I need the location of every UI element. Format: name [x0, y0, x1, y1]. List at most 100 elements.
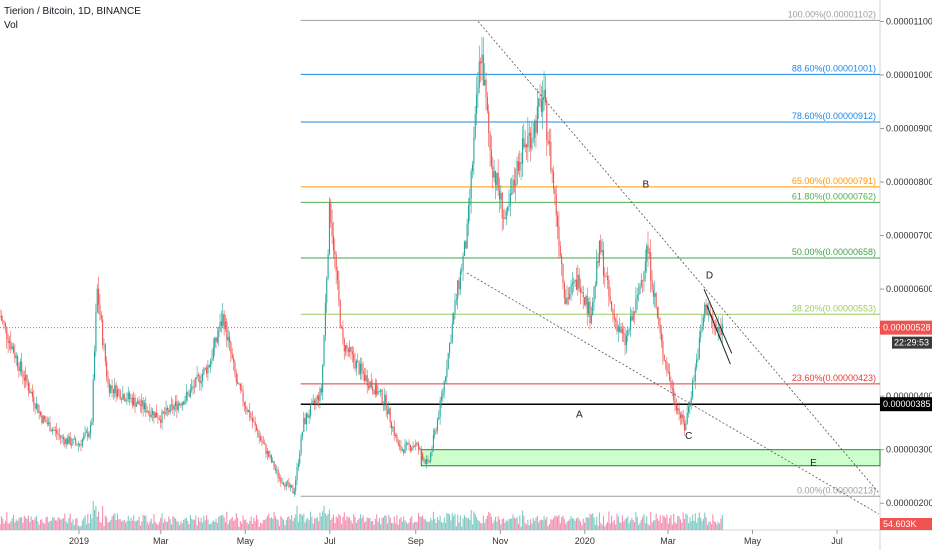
volume-bar	[108, 521, 110, 530]
fib-level-label: 38.20%(0.00000553)	[792, 303, 876, 313]
volume-bar	[597, 525, 599, 530]
volume-bar	[546, 516, 548, 530]
volume-bar	[64, 513, 66, 530]
volume-bar	[428, 521, 430, 530]
candle-body	[542, 98, 544, 113]
volume-bar	[720, 518, 722, 530]
volume-bar	[121, 521, 123, 530]
volume-bar	[584, 522, 586, 530]
volume-bar	[563, 519, 565, 530]
candle-body	[287, 481, 289, 483]
volume-bar	[322, 511, 324, 530]
candle-body	[264, 443, 266, 445]
candle-body	[700, 331, 702, 338]
volume-bar	[470, 509, 472, 530]
fib-level-label: 50.00%(0.00000658)	[792, 247, 876, 257]
volume-bar	[77, 525, 79, 530]
candle-body	[412, 446, 414, 448]
volume-bar	[389, 517, 391, 530]
candle-body	[399, 444, 401, 447]
volume-bar	[693, 520, 695, 530]
volume-bar	[683, 519, 686, 530]
volume-bar	[561, 517, 563, 530]
candle-body	[620, 328, 622, 333]
volume-bar	[515, 518, 517, 530]
volume-bar	[589, 513, 591, 530]
candle-body	[199, 375, 201, 384]
candle-body	[138, 400, 140, 406]
volume-bar	[311, 516, 313, 530]
volume-bar	[169, 519, 171, 530]
volume-bar	[658, 520, 660, 530]
candle-body	[520, 162, 522, 164]
volume-bar	[208, 524, 210, 530]
x-tick-label: 2019	[69, 536, 89, 546]
candle-body	[58, 434, 60, 436]
candle-body	[609, 296, 611, 302]
volume-bar	[189, 515, 191, 530]
candle-body	[463, 241, 465, 256]
volume-bar	[577, 517, 579, 530]
volume-bar	[264, 520, 266, 530]
candle-body	[378, 391, 380, 393]
volume-bar	[161, 513, 163, 530]
volume-bar	[482, 515, 484, 530]
chart-title: Tierion / Bitcoin, 1D, BINANCE	[4, 6, 141, 17]
candle-body	[268, 451, 270, 457]
volume-bar	[659, 515, 661, 530]
candle-body	[470, 171, 472, 199]
candle-body	[312, 400, 314, 403]
volume-bar	[697, 517, 699, 530]
candle-body	[79, 444, 81, 446]
volume-bar	[301, 515, 303, 530]
volume-bar	[71, 522, 73, 530]
candle-body	[14, 352, 16, 359]
volume-bar	[674, 522, 676, 530]
candle-body	[686, 412, 688, 424]
candle-body	[318, 395, 320, 401]
candle-body	[301, 431, 303, 437]
volume-bar	[303, 513, 305, 530]
candle-body	[254, 422, 256, 426]
candle-body	[67, 438, 69, 444]
volume-bar	[210, 524, 212, 530]
candle-body	[3, 321, 5, 324]
volume-bar	[650, 511, 652, 530]
candle-body	[50, 430, 52, 432]
candle-body	[220, 321, 222, 326]
candle-body	[517, 161, 519, 171]
candle-body	[316, 395, 318, 400]
volume-bar	[269, 518, 271, 530]
candle-body	[266, 451, 268, 454]
candle-body	[490, 149, 492, 167]
volume-bar	[643, 514, 645, 530]
volume-bar	[698, 512, 700, 530]
volume-bar	[185, 517, 187, 530]
volume-bar	[500, 524, 502, 530]
volume-bar	[10, 521, 12, 530]
candle-body	[658, 317, 660, 325]
candle-body	[442, 392, 444, 397]
candle-body	[717, 327, 719, 332]
candle-body	[355, 360, 357, 369]
candle-body	[482, 54, 484, 86]
volume-bar	[463, 514, 465, 530]
candle-body	[206, 367, 208, 374]
volume-bar	[704, 512, 706, 530]
candle-body	[38, 411, 40, 413]
volume-bar	[640, 519, 642, 530]
candle-body	[679, 414, 681, 419]
candle-body	[337, 270, 339, 281]
volume-bar	[567, 520, 569, 530]
candle-body	[397, 442, 399, 445]
volume-bar	[233, 520, 235, 530]
candle-body	[675, 405, 677, 411]
candle-body	[19, 361, 21, 372]
volume-bar	[243, 520, 245, 530]
volume-bar	[280, 516, 282, 530]
volume-bar	[628, 523, 630, 530]
candle-body	[574, 279, 576, 282]
candle-body	[119, 390, 121, 400]
volume-bar	[424, 519, 426, 530]
